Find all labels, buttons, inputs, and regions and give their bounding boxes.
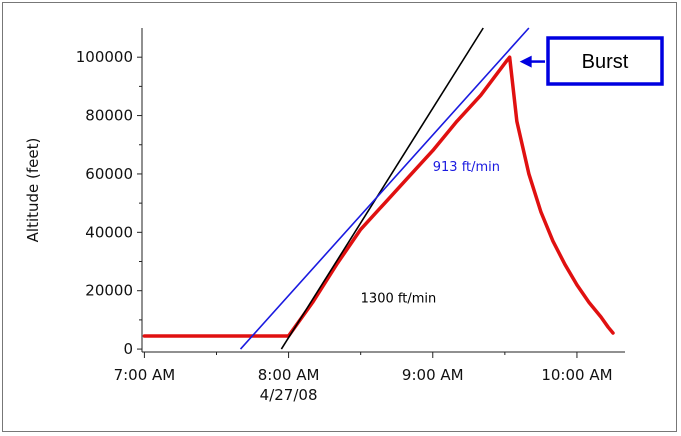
y-axis-title: Altitude (feet) xyxy=(24,138,42,243)
x-tick-label: 7:00 AM xyxy=(114,366,176,384)
y-tick-label: 100000 xyxy=(76,48,133,66)
x-tick-label: 10:00 AM xyxy=(541,366,612,384)
rate-label-1300: 1300 ft/min xyxy=(361,291,437,306)
fit-line-913 xyxy=(239,27,530,350)
burst-callout-label: Burst xyxy=(582,51,629,73)
x-tick-label: 8:00 AM xyxy=(258,366,320,384)
y-tick-label: 20000 xyxy=(85,282,133,300)
y-tick-label: 80000 xyxy=(85,107,133,125)
burst-callout-box xyxy=(546,36,664,86)
altitude-series-line xyxy=(142,55,615,338)
burst-arrow-head xyxy=(519,55,532,68)
rate-label-913: 913 ft/min xyxy=(433,160,500,175)
y-tick-label: 40000 xyxy=(85,223,133,241)
y-tick-label: 60000 xyxy=(85,165,133,183)
y-tick-label: 0 xyxy=(123,340,133,358)
fit-line-1300 xyxy=(280,27,484,350)
x-date-label: 4/27/08 xyxy=(260,386,318,404)
x-tick-label: 9:00 AM xyxy=(402,366,464,384)
